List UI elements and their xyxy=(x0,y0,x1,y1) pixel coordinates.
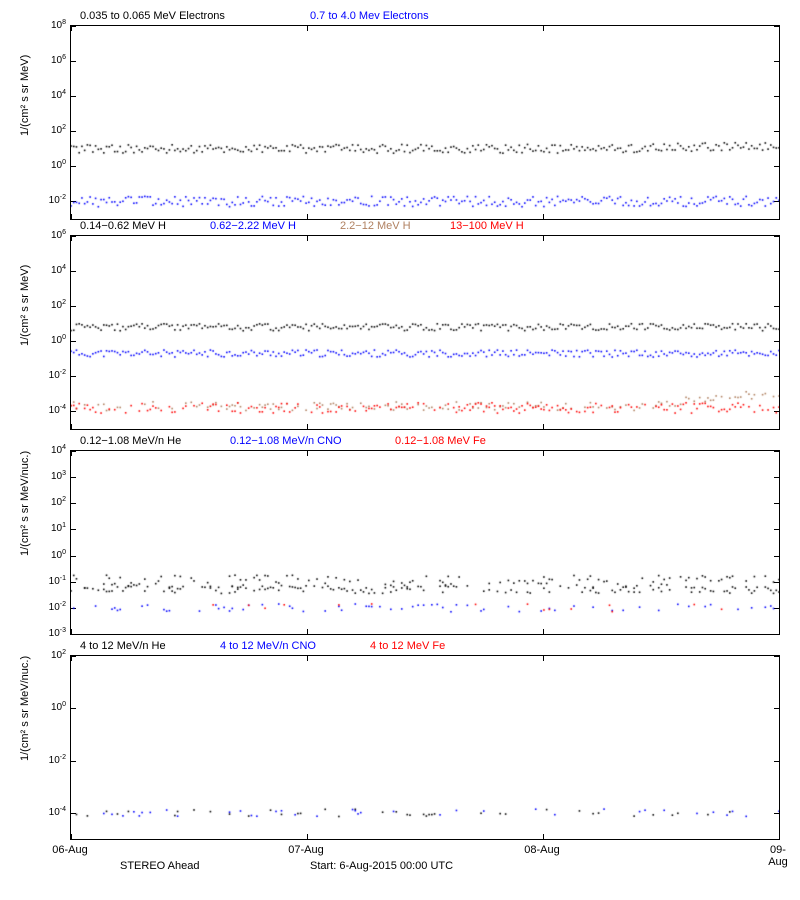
ytick-label: 101 xyxy=(36,522,66,534)
ytick-label: 103 xyxy=(36,470,66,482)
series-label: 2.2−12 MeV H xyxy=(340,220,411,232)
ytick-label: 102 xyxy=(36,299,66,311)
ytick-label: 10-3 xyxy=(36,627,66,639)
ytick-label: 100 xyxy=(36,701,66,713)
ytick-label: 106 xyxy=(36,54,66,66)
ytick-label: 102 xyxy=(36,649,66,661)
ytick-label: 104 xyxy=(36,264,66,276)
series-canvas xyxy=(71,236,779,429)
series-canvas xyxy=(71,451,779,634)
series-canvas xyxy=(71,26,779,219)
ytick-label: 10-2 xyxy=(36,601,66,613)
footer-mission: STEREO Ahead xyxy=(120,860,200,872)
ytick-label: 10-4 xyxy=(36,806,66,818)
y-axis-label: 1/(cm² s sr MeV/nuc.) xyxy=(19,747,31,761)
xtick-label: 07-Aug xyxy=(288,844,323,856)
series-label: 0.12−1.08 MeV/n He xyxy=(80,435,181,447)
ytick-label: 10-1 xyxy=(36,575,66,587)
xtick-label: 06-Aug xyxy=(52,844,87,856)
ytick-label: 108 xyxy=(36,19,66,31)
xtick-label: 09-Aug xyxy=(767,844,789,868)
xtick-label: 08-Aug xyxy=(524,844,559,856)
series-label: 0.7 to 4.0 Mev Electrons xyxy=(310,10,429,22)
chart-panel-1 xyxy=(70,235,780,430)
series-label: 13−100 MeV H xyxy=(450,220,524,232)
ytick-label: 10-4 xyxy=(36,404,66,416)
ytick-label: 102 xyxy=(36,124,66,136)
ytick-label: 102 xyxy=(36,496,66,508)
ytick-label: 100 xyxy=(36,159,66,171)
series-label: 4 to 12 MeV/n He xyxy=(80,640,166,652)
series-label: 0.035 to 0.065 MeV Electrons xyxy=(80,10,225,22)
series-label: 0.12−1.08 MeV/n CNO xyxy=(230,435,342,447)
series-label: 0.14−0.62 MeV H xyxy=(80,220,166,232)
chart-panel-0 xyxy=(70,25,780,220)
ytick-label: 100 xyxy=(36,334,66,346)
ytick-label: 10-2 xyxy=(36,369,66,381)
ytick-label: 106 xyxy=(36,229,66,241)
y-axis-label: 1/(cm² s sr MeV/nuc.) xyxy=(19,542,31,556)
series-canvas xyxy=(71,656,779,839)
series-label: 4 to 12 MeV Fe xyxy=(370,640,445,652)
figure-root: 10-2 100 102 104 106 108 1/(cm² s sr MeV) 0.035… xyxy=(0,0,800,900)
footer-start-time: Start: 6-Aug-2015 00:00 UTC xyxy=(310,860,453,872)
y-axis-label: 1/(cm² s sr MeV) xyxy=(19,332,31,346)
series-label: 0.12−1.08 MeV Fe xyxy=(395,435,486,447)
y-axis-label: 1/(cm² s sr MeV) xyxy=(19,122,31,136)
ytick-label: 104 xyxy=(36,89,66,101)
series-label: 4 to 12 MeV/n CNO xyxy=(220,640,316,652)
chart-panel-2 xyxy=(70,450,780,635)
ytick-label: 10-2 xyxy=(36,753,66,765)
ytick-label: 10-2 xyxy=(36,194,66,206)
ytick-label: 100 xyxy=(36,548,66,560)
ytick-label: 104 xyxy=(36,444,66,456)
chart-panel-3 xyxy=(70,655,780,840)
series-label: 0.62−2.22 MeV H xyxy=(210,220,296,232)
